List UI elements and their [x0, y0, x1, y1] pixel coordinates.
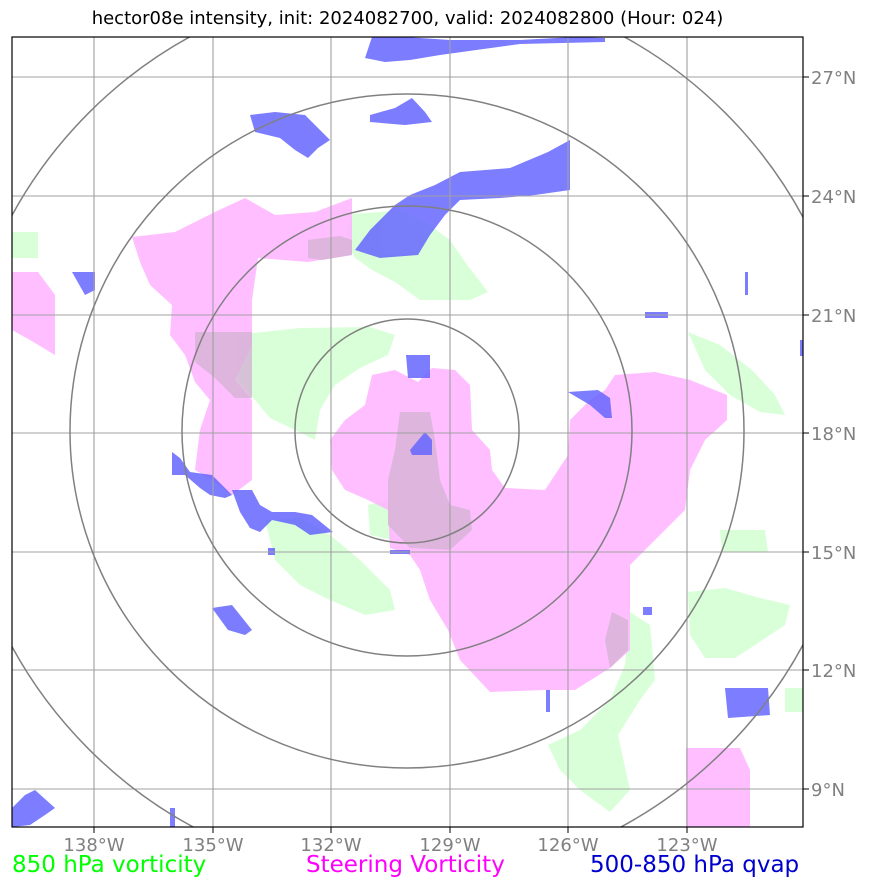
lat-tick-label: 18°N	[811, 424, 856, 445]
lat-tick-label: 9°N	[811, 780, 845, 801]
range-rings	[12, 37, 803, 827]
lon-tick-label: 129°W	[419, 835, 480, 856]
lon-tick-label: 126°W	[537, 835, 598, 856]
lat-tick-label: 27°N	[811, 68, 856, 89]
lat-tick-label: 12°N	[811, 661, 856, 682]
plot-frame	[11, 36, 804, 828]
gridlines	[12, 37, 803, 827]
legend-qvap: 500-850 hPa qvap	[590, 852, 800, 878]
lon-tick-label: 135°W	[182, 835, 243, 856]
lat-tick-label: 15°N	[811, 543, 856, 564]
legend-steering-vorticity: Steering Vorticity	[306, 852, 505, 878]
legend-vorticity-850: 850 hPa vorticity	[12, 852, 207, 878]
lon-labels: 138°W 135°W 132°W 129°W 126°W 123°W	[63, 835, 717, 856]
range-ring-3	[69, 93, 745, 769]
lat-tick-label: 24°N	[811, 187, 856, 208]
range-ring-2	[181, 205, 633, 657]
qvap-layer	[12, 37, 803, 827]
range-ring-1	[294, 318, 520, 544]
lat-labels: 27°N 24°N 21°N 18°N 15°N 12°N 9°N	[811, 68, 856, 801]
lon-tick-label: 138°W	[63, 835, 124, 856]
chart-title: hector08e intensity, init: 2024082700, v…	[91, 8, 724, 29]
lon-tick-label: 132°W	[300, 835, 361, 856]
lat-tick-label: 21°N	[811, 306, 856, 327]
overlap-layer	[195, 236, 628, 668]
lon-tick-label: 123°W	[656, 835, 717, 856]
axis-ticks	[93, 76, 809, 833]
